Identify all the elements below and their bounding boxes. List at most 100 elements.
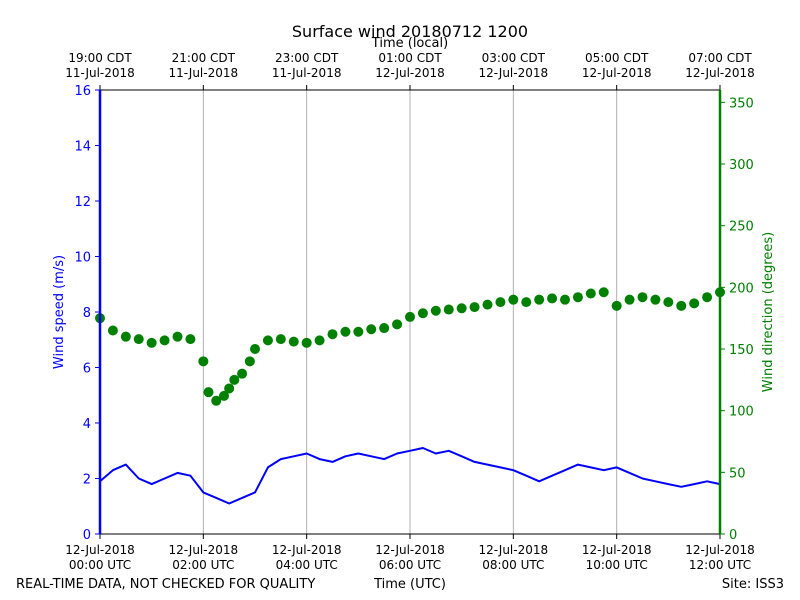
top-tick-label-date: 12-Jul-2018 <box>375 66 445 80</box>
top-tick-label-date: 12-Jul-2018 <box>479 66 549 80</box>
top-tick-label-date: 11-Jul-2018 <box>65 66 135 80</box>
direction-point <box>598 287 609 298</box>
right-tick-label: 350 <box>729 96 754 111</box>
top-tick-label-date: 12-Jul-2018 <box>582 66 652 80</box>
direction-point <box>288 336 299 347</box>
direction-point <box>314 335 325 346</box>
direction-point <box>547 293 558 304</box>
x-tick-label-date: 12-Jul-2018 <box>272 543 342 557</box>
direction-point <box>275 334 286 345</box>
direction-point <box>456 303 467 314</box>
x-tick-label-time: 00:00 UTC <box>69 558 131 572</box>
left-tick-label: 0 <box>83 528 91 543</box>
x-axis-label: Time (UTC) <box>373 577 446 592</box>
top-tick-label-time: 05:00 CDT <box>585 51 649 65</box>
direction-point <box>650 294 661 305</box>
y-axis-label-right: Wind direction (degrees) <box>761 232 776 392</box>
x-tick-label-time: 06:00 UTC <box>379 558 441 572</box>
direction-point <box>637 292 648 303</box>
direction-point <box>508 294 519 305</box>
top-tick-label-time: 21:00 CDT <box>172 51 236 65</box>
direction-point <box>159 335 170 346</box>
left-tick-label: 2 <box>83 473 91 488</box>
direction-point <box>340 326 351 337</box>
direction-point <box>146 337 157 348</box>
direction-point <box>392 319 403 330</box>
right-tick-label: 200 <box>729 281 754 296</box>
top-tick-label-date: 11-Jul-2018 <box>169 66 239 80</box>
direction-point <box>224 383 235 394</box>
direction-point <box>120 331 131 342</box>
top-axis-label: Time (local) <box>371 36 448 51</box>
direction-point <box>482 299 493 310</box>
x-tick-label-time: 02:00 UTC <box>172 558 234 572</box>
direction-point <box>624 294 635 305</box>
direction-point <box>495 297 506 308</box>
right-tick-label: 300 <box>729 158 754 173</box>
left-tick-label: 10 <box>74 251 91 266</box>
direction-point <box>585 288 596 299</box>
top-tick-label-date: 11-Jul-2018 <box>272 66 342 80</box>
right-tick-label: 100 <box>729 405 754 420</box>
top-tick-label-time: 19:00 CDT <box>68 51 132 65</box>
direction-point <box>663 297 674 308</box>
direction-point <box>405 311 415 322</box>
direction-point <box>611 300 622 311</box>
right-tick-label: 50 <box>729 466 746 481</box>
direction-point <box>250 344 260 354</box>
direction-point <box>229 374 240 385</box>
direction-point <box>262 335 273 346</box>
left-tick-label: 6 <box>83 362 91 377</box>
direction-point <box>244 356 255 367</box>
left-tick-label: 12 <box>74 195 91 210</box>
x-tick-label-date: 12-Jul-2018 <box>685 543 755 557</box>
direction-point <box>185 334 196 345</box>
x-tick-label-date: 12-Jul-2018 <box>169 543 239 557</box>
right-tick-label: 0 <box>729 528 737 543</box>
left-tick-label: 16 <box>74 84 91 99</box>
direction-point <box>301 337 312 348</box>
direction-point <box>379 323 390 334</box>
direction-point <box>534 294 545 305</box>
direction-point <box>443 304 454 315</box>
direction-point <box>211 395 222 406</box>
direction-point <box>469 302 480 313</box>
top-tick-label-time: 23:00 CDT <box>275 51 339 65</box>
x-tick-label-time: 04:00 UTC <box>276 558 338 572</box>
direction-point <box>572 292 583 303</box>
direction-point <box>521 297 532 308</box>
x-tick-label-time: 10:00 UTC <box>586 558 648 572</box>
left-tick-label: 4 <box>83 417 91 432</box>
x-tick-label-date: 12-Jul-2018 <box>479 543 549 557</box>
direction-point <box>219 390 229 401</box>
x-tick-label-date: 12-Jul-2018 <box>582 543 652 557</box>
direction-point <box>237 368 248 379</box>
footer-site: Site: ISS3 <box>722 577 784 592</box>
direction-point <box>702 292 713 303</box>
x-tick-label-date: 12-Jul-2018 <box>65 543 135 557</box>
top-tick-label-date: 12-Jul-2018 <box>685 66 755 80</box>
footer-quality-note: REAL-TIME DATA, NOT CHECKED FOR QUALITY <box>16 577 315 592</box>
top-tick-label-time: 01:00 CDT <box>378 51 442 65</box>
chart-title: Surface wind 20180712 1200 <box>292 22 528 41</box>
speed-series-line <box>99 447 721 505</box>
direction-point <box>327 329 338 340</box>
direction-point <box>172 331 183 342</box>
direction-point <box>198 356 209 367</box>
direction-point <box>203 387 214 398</box>
left-tick-label: 8 <box>83 306 91 321</box>
x-tick-label-time: 08:00 UTC <box>482 558 544 572</box>
top-tick-label-time: 07:00 CDT <box>688 51 752 65</box>
direction-point <box>107 325 118 336</box>
direction-point <box>560 294 570 305</box>
direction-point <box>430 305 441 316</box>
y-axis-label-left: Wind speed (m/s) <box>52 255 67 369</box>
direction-point <box>133 334 144 345</box>
direction-point <box>689 298 700 309</box>
direction-point <box>353 326 364 337</box>
right-tick-label: 150 <box>729 343 754 358</box>
direction-point <box>676 300 687 311</box>
x-tick-label-time: 12:00 UTC <box>689 558 751 572</box>
left-tick-label: 14 <box>74 140 91 155</box>
